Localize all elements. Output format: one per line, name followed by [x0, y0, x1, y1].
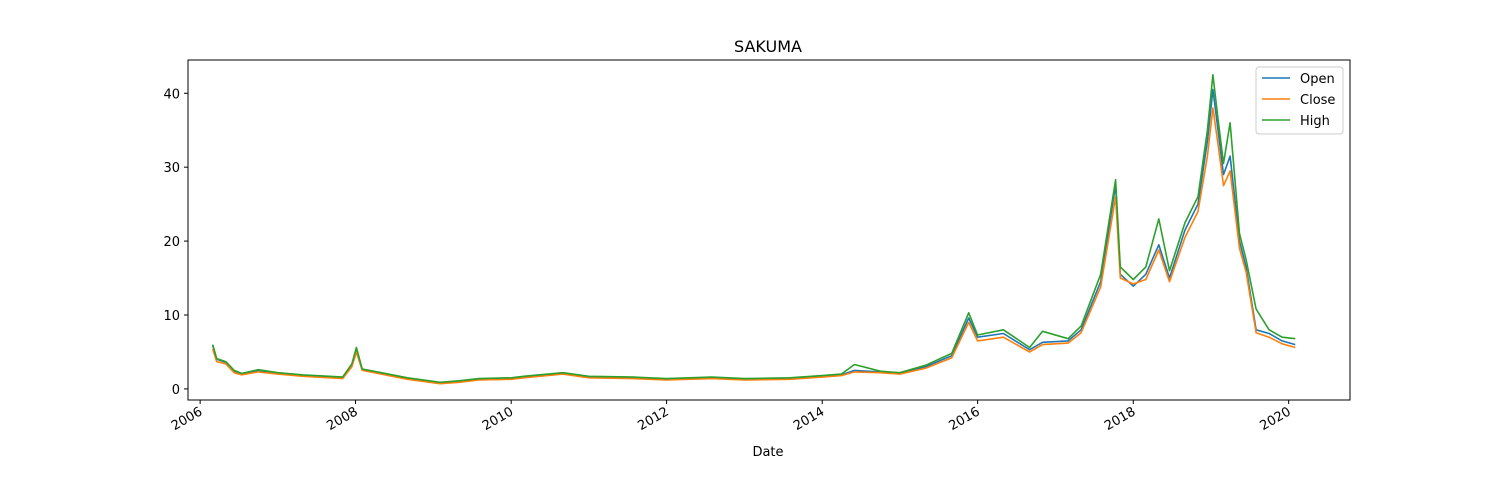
- legend-label-high: High: [1300, 114, 1330, 129]
- legend-label-close: Close: [1300, 93, 1335, 108]
- plot-frame: [187, 59, 1351, 401]
- series-line-high: [211, 74, 1296, 384]
- y-tick-label: 0: [172, 383, 180, 398]
- series-line-close: [211, 107, 1296, 385]
- legend-box: [1255, 66, 1344, 135]
- legend-label-open: Open: [1300, 72, 1335, 87]
- y-axis: 0 10 20 30 40: [163, 87, 188, 398]
- y-tick-label: 20: [163, 235, 180, 250]
- y-tick-label: 10: [163, 309, 180, 324]
- chart-title: SAKUMA: [734, 37, 802, 56]
- x-axis-label: Date: [752, 445, 783, 460]
- y-tick-label: 40: [163, 87, 180, 102]
- legend: Open Close High: [1255, 66, 1344, 135]
- series-layer: [211, 74, 1296, 385]
- y-tick-label: 30: [163, 161, 180, 176]
